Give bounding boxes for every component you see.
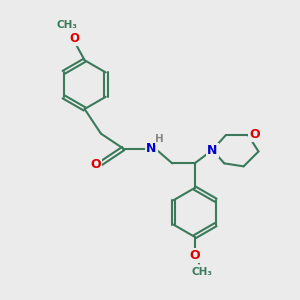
Text: O: O	[69, 32, 79, 45]
Text: CH₃: CH₃	[56, 20, 77, 31]
Text: O: O	[249, 128, 260, 141]
Text: CH₃: CH₃	[191, 268, 212, 278]
Text: N: N	[207, 143, 218, 157]
Text: O: O	[189, 249, 200, 262]
Text: N: N	[146, 142, 157, 155]
Text: H: H	[155, 134, 164, 144]
Text: O: O	[90, 158, 101, 171]
